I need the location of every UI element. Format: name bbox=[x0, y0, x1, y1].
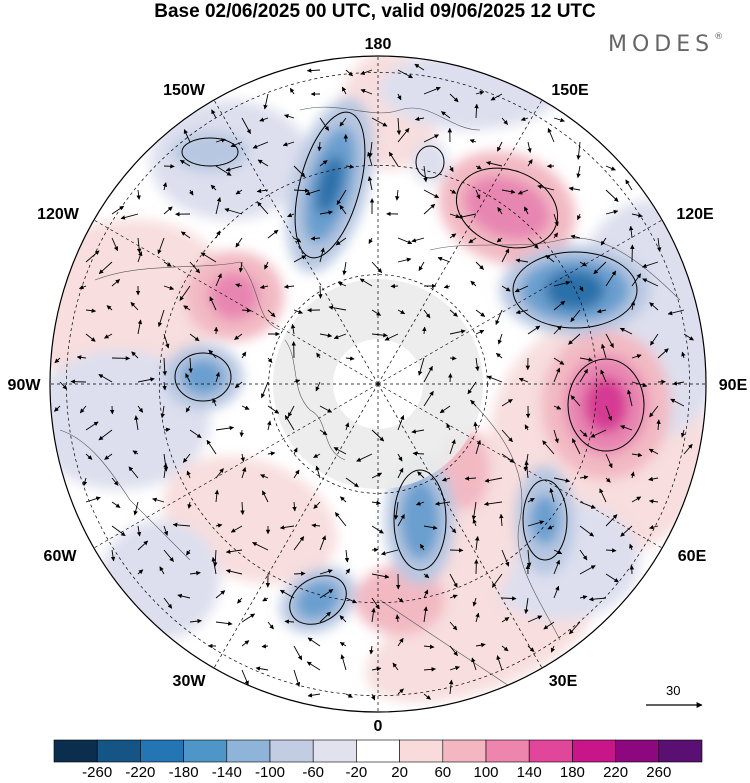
colorbar-tick: -20 bbox=[345, 764, 368, 781]
colorbar-swatch bbox=[53, 739, 98, 763]
map-title: Base 02/06/2025 00 UTC, valid 09/06/2025… bbox=[154, 1, 596, 22]
colorbar-swatch bbox=[399, 739, 444, 763]
label-30e: 30E bbox=[548, 673, 578, 690]
colorbar-swatch bbox=[226, 739, 271, 763]
modes-logo: MODES® bbox=[608, 32, 724, 57]
colorbar-tick: -60 bbox=[302, 764, 325, 781]
label-30w: 30W bbox=[172, 673, 206, 690]
colorbar-swatch bbox=[269, 739, 314, 763]
label-60e: 60E bbox=[677, 548, 707, 565]
colorbar-swatch bbox=[572, 739, 616, 763]
label-90e: 90E bbox=[718, 377, 748, 394]
colorbar-swatch bbox=[312, 739, 357, 763]
colorbar-swatch bbox=[356, 739, 400, 763]
map-boundary bbox=[49, 55, 707, 713]
colorbar-swatch bbox=[528, 739, 573, 763]
colorbar-swatch bbox=[183, 739, 228, 763]
wind-vectors bbox=[54, 63, 694, 701]
label-0: 0 bbox=[373, 718, 383, 735]
colorbar-tick: -220 bbox=[125, 764, 156, 781]
colorbar-tick: -140 bbox=[211, 764, 242, 781]
colorbar-tick: 100 bbox=[473, 764, 499, 781]
colorbar-swatch bbox=[442, 739, 487, 763]
label-120w: 120W bbox=[37, 206, 79, 223]
colorbar bbox=[53, 739, 703, 763]
colorbar-swatch bbox=[615, 739, 660, 763]
colorbar-tick: -260 bbox=[82, 764, 113, 781]
label-180: 180 bbox=[364, 36, 392, 53]
colorbar-swatch bbox=[140, 739, 184, 763]
label-150e: 150E bbox=[551, 82, 589, 99]
colorbar-swatch bbox=[658, 739, 703, 763]
colorbar-tick: -180 bbox=[168, 764, 199, 781]
label-120e: 120E bbox=[676, 206, 714, 223]
colorbar-tick: 60 bbox=[434, 764, 452, 781]
colorbar-tick: 180 bbox=[559, 764, 585, 781]
colorbar-swatch bbox=[485, 739, 530, 763]
colorbar-tick: 220 bbox=[603, 764, 629, 781]
colorbar-tick: -100 bbox=[254, 764, 286, 781]
label-90w: 90W bbox=[7, 377, 41, 394]
map-disc bbox=[50, 56, 706, 712]
label-60w: 60W bbox=[43, 548, 77, 565]
label-150w: 150W bbox=[163, 82, 205, 99]
reference-vector-label: 30 bbox=[666, 683, 681, 698]
colorbar-tick: 260 bbox=[646, 764, 672, 781]
colorbar-tick: 140 bbox=[516, 764, 542, 781]
colorbar-tick: 20 bbox=[391, 764, 408, 781]
colorbar-swatch bbox=[96, 739, 141, 763]
